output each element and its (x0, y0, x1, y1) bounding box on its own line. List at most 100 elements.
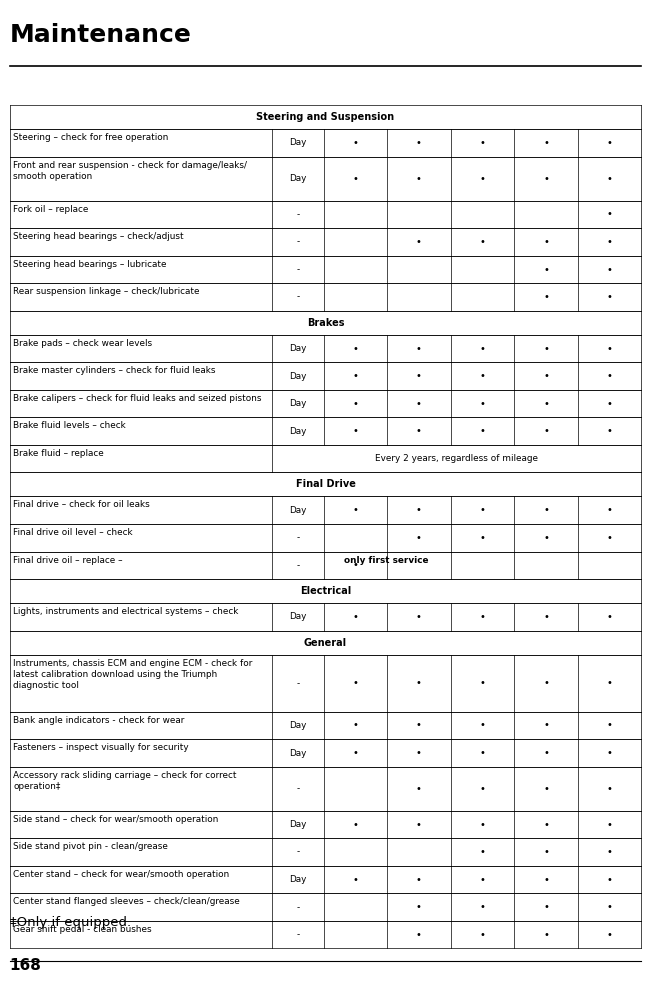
Bar (10, 496, 272, 524)
Text: •: • (480, 748, 486, 758)
Bar (514, 129, 577, 156)
Bar (387, 228, 450, 255)
Text: Electrical: Electrical (300, 587, 351, 596)
Text: •: • (543, 612, 549, 622)
Text: Gear shift pedal - clean bushes: Gear shift pedal - clean bushes (13, 925, 152, 934)
Bar (577, 739, 641, 767)
Bar (577, 334, 641, 362)
Text: Day: Day (289, 820, 307, 829)
Bar (324, 362, 387, 389)
Bar (272, 417, 324, 444)
Text: Day: Day (289, 875, 307, 884)
Bar (324, 921, 387, 948)
Text: Accessory rack sliding carriage – check for correct
operation‡: Accessory rack sliding carriage – check … (13, 771, 236, 791)
Bar (450, 129, 514, 156)
Text: Brake master cylinders – check for fluid leaks: Brake master cylinders – check for fluid… (13, 366, 215, 375)
Text: ‡Only if equipped.: ‡Only if equipped. (10, 916, 131, 929)
Text: •: • (416, 612, 422, 622)
Text: •: • (543, 398, 549, 408)
Bar (10, 444, 272, 472)
Bar (324, 603, 387, 631)
Text: •: • (480, 679, 486, 688)
Text: •: • (607, 784, 613, 794)
Bar (387, 417, 450, 444)
Text: Rear suspension linkage – check/lubricate: Rear suspension linkage – check/lubricat… (13, 287, 199, 296)
Bar (387, 496, 450, 524)
Bar (324, 893, 387, 921)
Bar (10, 767, 272, 811)
Bar (514, 603, 577, 631)
Text: •: • (607, 398, 613, 408)
Text: •: • (480, 426, 486, 436)
Text: •: • (352, 138, 358, 148)
Text: •: • (607, 371, 613, 381)
Text: Instruments, chassis ECM and engine ECM - check for
latest calibration download : Instruments, chassis ECM and engine ECM … (13, 659, 253, 690)
Text: -: - (296, 848, 299, 857)
Text: Fork oil – replace: Fork oil – replace (13, 205, 89, 213)
Text: •: • (352, 174, 358, 183)
Bar (577, 921, 641, 948)
Text: •: • (352, 612, 358, 622)
Bar (272, 389, 324, 417)
Text: •: • (416, 930, 422, 940)
Bar (514, 739, 577, 767)
Bar (387, 712, 450, 739)
Bar (10, 389, 272, 417)
Bar (10, 893, 272, 921)
Bar (10, 655, 272, 712)
Text: -: - (296, 265, 299, 274)
Text: Brake fluid – replace: Brake fluid – replace (13, 448, 104, 457)
Bar (514, 228, 577, 255)
Bar (514, 157, 577, 200)
Bar (514, 200, 577, 228)
Bar (450, 334, 514, 362)
Bar (387, 811, 450, 838)
Bar (272, 921, 324, 948)
Bar (387, 603, 450, 631)
Text: -: - (296, 679, 299, 688)
Bar (577, 283, 641, 310)
Text: Steering and Suspension: Steering and Suspension (256, 112, 395, 122)
Bar (10, 472, 641, 496)
Bar (324, 496, 387, 524)
Bar (387, 129, 450, 156)
Bar (577, 552, 641, 579)
Text: Day: Day (289, 399, 307, 408)
Bar (514, 389, 577, 417)
Bar (272, 129, 324, 156)
Text: -: - (296, 237, 299, 246)
Text: •: • (607, 292, 613, 302)
Bar (577, 811, 641, 838)
Text: Maintenance: Maintenance (10, 23, 191, 47)
Text: •: • (607, 748, 613, 758)
Text: •: • (352, 721, 358, 731)
Bar (272, 157, 324, 200)
Text: •: • (416, 902, 422, 912)
Bar (577, 893, 641, 921)
Text: •: • (543, 875, 549, 885)
Bar (514, 496, 577, 524)
Text: •: • (416, 820, 422, 830)
Text: -: - (296, 561, 299, 570)
Bar (514, 811, 577, 838)
Text: Side stand pivot pin - clean/grease: Side stand pivot pin - clean/grease (13, 842, 168, 851)
Bar (577, 228, 641, 255)
Bar (450, 921, 514, 948)
Text: •: • (416, 426, 422, 436)
Bar (10, 921, 272, 948)
Text: -: - (296, 210, 299, 219)
Text: •: • (607, 721, 613, 731)
Bar (514, 866, 577, 893)
Text: •: • (352, 875, 358, 885)
Text: Day: Day (289, 138, 307, 147)
Bar (450, 362, 514, 389)
Text: •: • (607, 174, 613, 183)
Bar (10, 310, 641, 334)
Text: Day: Day (289, 174, 307, 183)
Text: Final drive – check for oil leaks: Final drive – check for oil leaks (13, 500, 150, 510)
Bar (10, 105, 641, 129)
Text: Brake pads – check wear levels: Brake pads – check wear levels (13, 338, 152, 347)
Text: •: • (607, 138, 613, 148)
Bar (387, 655, 450, 712)
Bar (10, 866, 272, 893)
